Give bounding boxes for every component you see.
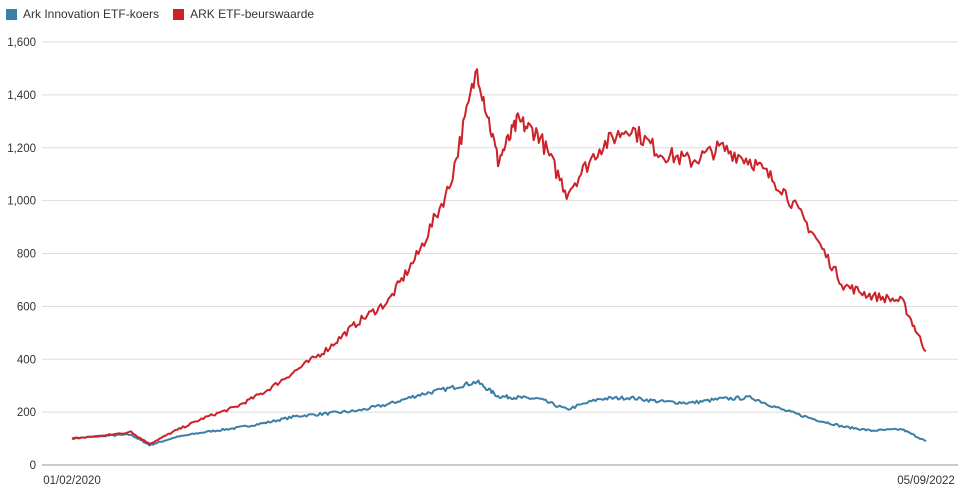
- legend-item-ark-beurswaarde[interactable]: ARK ETF-beurswaarde: [173, 7, 314, 21]
- y-axis-ticks: 0 200 400 600 800 1,000 1,200 1,400 1,600: [7, 37, 36, 472]
- y-tick-label: 1,600: [7, 37, 36, 49]
- legend: Ark Innovation ETF-koers ARK ETF-beurswa…: [6, 7, 328, 21]
- y-tick-label: 1,400: [7, 90, 36, 102]
- legend-swatch-ark-koers: [6, 8, 17, 20]
- y-tick-label: 400: [17, 354, 36, 366]
- series-lines: [71, 68, 927, 447]
- y-tick-label: 1,000: [7, 196, 36, 208]
- y-tick-label: 200: [17, 407, 36, 419]
- y-tick-label: 0: [30, 460, 36, 472]
- x-tick-label-start: 01/02/2020: [43, 475, 101, 487]
- legend-label-ark-koers: Ark Innovation ETF-koers: [23, 7, 160, 21]
- series-line-0: [71, 379, 927, 447]
- x-tick-label-end: 05/09/2022: [897, 475, 955, 487]
- legend-swatch-ark-beurswaarde: [173, 8, 185, 20]
- legend-item-ark-koers[interactable]: Ark Innovation ETF-koers: [6, 7, 159, 21]
- y-tick-label: 600: [17, 301, 36, 313]
- x-axis-ticks: 01/02/2020 05/09/2022: [43, 475, 955, 487]
- y-tick-label: 1,200: [7, 143, 36, 155]
- legend-label-ark-beurswaarde: ARK ETF-beurswaarde: [190, 7, 315, 21]
- series-line-1: [71, 68, 927, 446]
- gridlines: [42, 41, 958, 466]
- y-tick-label: 800: [17, 249, 36, 261]
